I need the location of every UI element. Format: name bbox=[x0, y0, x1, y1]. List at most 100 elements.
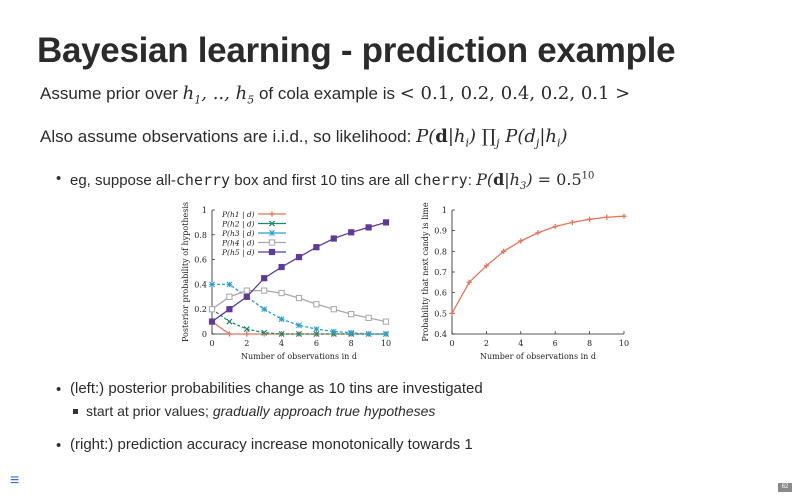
data-point bbox=[382, 219, 390, 226]
data-point bbox=[226, 281, 233, 288]
prediction-chart: 0 2 4 6 8 10 0.4 0.5 0.6 0.7 0.8 0.9 1 Number of obse… bbox=[421, 202, 629, 361]
example-pre: eg, suppose all- bbox=[70, 172, 176, 189]
legend-marker bbox=[269, 230, 275, 236]
y-tick-label: 0 bbox=[202, 330, 207, 339]
x-tick-label: 8 bbox=[587, 339, 592, 348]
data-point bbox=[261, 287, 268, 294]
data-point bbox=[226, 306, 233, 313]
data-point bbox=[243, 326, 250, 333]
legend-label: P(h2 | d) bbox=[221, 220, 255, 229]
data-point bbox=[604, 214, 610, 220]
data-point bbox=[365, 331, 372, 337]
left-note-num: 10 bbox=[328, 380, 346, 397]
x-tick-label: 10 bbox=[619, 339, 629, 348]
data-point bbox=[296, 322, 302, 329]
data-point bbox=[483, 263, 489, 269]
y-tick-label: 0.5 bbox=[434, 309, 447, 318]
left-note-post: tins are investigated bbox=[349, 380, 483, 397]
data-point bbox=[348, 229, 355, 236]
posterior-chart: 0 2 4 6 8 10 0 0.2 0.4 0.6 0.8 1 Number of observati… bbox=[181, 202, 391, 361]
data-point bbox=[295, 330, 303, 338]
sub-note-em: gradually approach true hypotheses bbox=[212, 403, 436, 419]
hypothesis-range: h1, .., h5 bbox=[182, 83, 255, 107]
data-point bbox=[348, 329, 355, 336]
x-axis-label: Number of observations in d bbox=[480, 352, 596, 361]
data-point bbox=[226, 293, 233, 300]
x-tick-label: 6 bbox=[314, 339, 319, 348]
legend-marker bbox=[269, 211, 275, 217]
legend-marker bbox=[268, 220, 276, 227]
x-tick-label: 2 bbox=[244, 339, 249, 348]
x-tick-label: 10 bbox=[381, 339, 391, 348]
y-tick-label: 0.4 bbox=[434, 330, 447, 339]
data-point bbox=[208, 306, 216, 313]
bullet-dot: • bbox=[56, 170, 62, 187]
data-point bbox=[243, 287, 250, 294]
x-tick-label: 8 bbox=[349, 339, 354, 348]
data-point bbox=[313, 244, 320, 251]
legend-label: P(h5 | d) bbox=[221, 248, 255, 257]
y-tick-label: 0.4 bbox=[194, 280, 207, 289]
x-axis-label: Number of observations in d bbox=[241, 352, 357, 361]
data-point bbox=[278, 316, 285, 323]
data-point bbox=[365, 314, 372, 321]
y-tick-label: 1 bbox=[442, 206, 447, 215]
x-tick-label: 0 bbox=[449, 339, 454, 348]
data-point bbox=[313, 301, 320, 308]
data-point bbox=[278, 289, 285, 297]
data-point bbox=[330, 328, 337, 335]
legend-marker bbox=[268, 248, 276, 256]
data-point bbox=[278, 263, 285, 271]
sub-bullet-square bbox=[73, 409, 78, 414]
data-point bbox=[535, 230, 541, 236]
data-point bbox=[348, 311, 355, 318]
data-point bbox=[466, 279, 472, 285]
prior-statement: Assume prior over h1, .., h5 of cola exa… bbox=[40, 83, 630, 107]
data-point bbox=[621, 213, 627, 219]
y-tick-label: 0.8 bbox=[194, 231, 207, 240]
data-point bbox=[261, 329, 268, 336]
legend-label: P(h1 | d) bbox=[221, 210, 255, 219]
example-formula: P(d|h3) = 0.510 bbox=[476, 170, 595, 193]
slide-title: Bayesian learning - prediction example bbox=[37, 31, 676, 70]
left-note-pre: (left:) posterior probabilities change a… bbox=[70, 380, 325, 397]
data-point bbox=[261, 275, 268, 282]
data-point bbox=[501, 248, 507, 254]
example-statement: eg, suppose all-cherry box and first 10 … bbox=[70, 170, 594, 192]
y-axis-label: Probability that next candy is lime bbox=[421, 202, 430, 342]
right-chart-note: (right:) prediction accuracy increase mo… bbox=[70, 436, 473, 453]
y-axis-label: Posterior probability of hypothesis bbox=[181, 202, 190, 342]
data-point bbox=[382, 318, 390, 325]
data-point bbox=[208, 318, 216, 325]
data-point bbox=[383, 331, 389, 337]
data-point bbox=[365, 224, 372, 231]
code-cherry-2: cherry bbox=[413, 171, 468, 189]
y-tick-label: 0.8 bbox=[434, 247, 447, 256]
data-point bbox=[226, 331, 232, 337]
data-point bbox=[552, 223, 558, 230]
page-number-badge: 62 bbox=[778, 483, 792, 492]
x-tick-label: 2 bbox=[484, 339, 489, 348]
x-tick-label: 0 bbox=[209, 339, 214, 348]
data-point bbox=[244, 331, 250, 337]
sub-bullet-note: start at prior values; gradually approac… bbox=[86, 403, 435, 419]
y-tick-label: 0.9 bbox=[434, 227, 447, 236]
left-chart-note: (left:) posterior probabilities change a… bbox=[70, 380, 483, 397]
data-point bbox=[261, 306, 268, 313]
menu-icon[interactable]: ≡ bbox=[10, 472, 20, 489]
x-tick-label: 4 bbox=[279, 339, 284, 348]
data-point bbox=[226, 318, 233, 325]
data-point bbox=[449, 310, 455, 316]
y-tick-label: 1 bbox=[202, 206, 207, 215]
data-point bbox=[295, 254, 303, 261]
right-note-num: 1 bbox=[464, 436, 473, 453]
bullet-dot: • bbox=[56, 381, 62, 398]
data-point bbox=[330, 235, 337, 242]
data-point bbox=[278, 330, 285, 338]
data-point bbox=[313, 326, 320, 332]
data-point bbox=[518, 238, 524, 244]
data-point bbox=[209, 281, 215, 288]
prior-of-text: of cola example is bbox=[258, 84, 396, 103]
likelihood-formula: P(d|hi) ∏j P(dj|hi) bbox=[416, 126, 568, 150]
